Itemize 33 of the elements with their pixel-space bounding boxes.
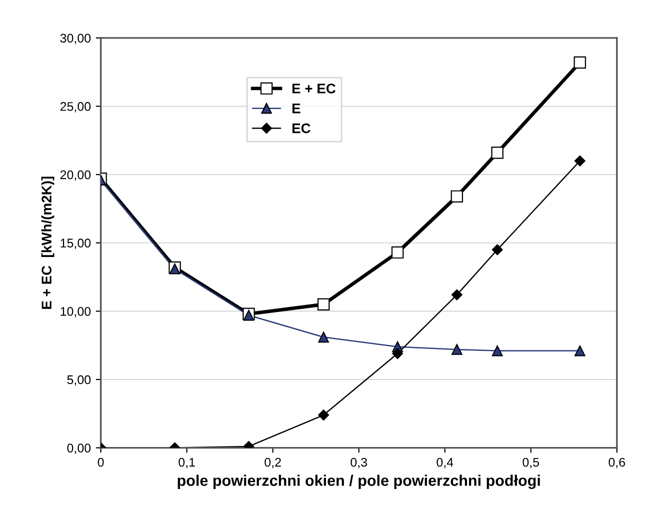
y-tick-label: 25,00 [60,102,91,112]
point [392,348,404,360]
point [491,146,504,159]
y-axis-title: E + EC [kWh/(m2K)] [41,176,54,309]
point [492,345,503,356]
point [492,244,503,256]
x-tick-label: 0,6 [608,458,626,468]
y-tick-label: 10,00 [60,306,91,318]
x-tick-label: 0,3 [350,458,367,468]
legend-label: EC [292,123,310,134]
point [451,344,462,355]
point [574,345,586,356]
point [317,298,330,310]
y-tick-label: 20,00 [60,170,91,181]
point [391,246,404,259]
point [574,155,586,166]
x-tick-label: 0,5 [522,458,540,468]
legend-label: E [292,104,300,114]
point [574,56,586,69]
point [318,332,329,343]
legend-label: E + EC [292,84,336,94]
x-tick-label: 0,4 [436,458,454,468]
point [450,190,464,203]
y-tick-label: 5,00 [67,375,91,386]
y-tick-label: 15,00 [60,238,91,250]
x-tick-label: 0,2 [264,458,281,468]
x-tick-label: 0,1 [178,458,195,468]
x-axis-title: pole powierzchni okien / pole powierzchni podłogi [178,474,540,490]
point [318,410,330,420]
point [451,289,462,300]
x-tick-label: 0 [98,458,104,467]
y-tick-label: 30,00 [60,34,91,44]
y-tick-label: 0,00 [67,444,91,454]
